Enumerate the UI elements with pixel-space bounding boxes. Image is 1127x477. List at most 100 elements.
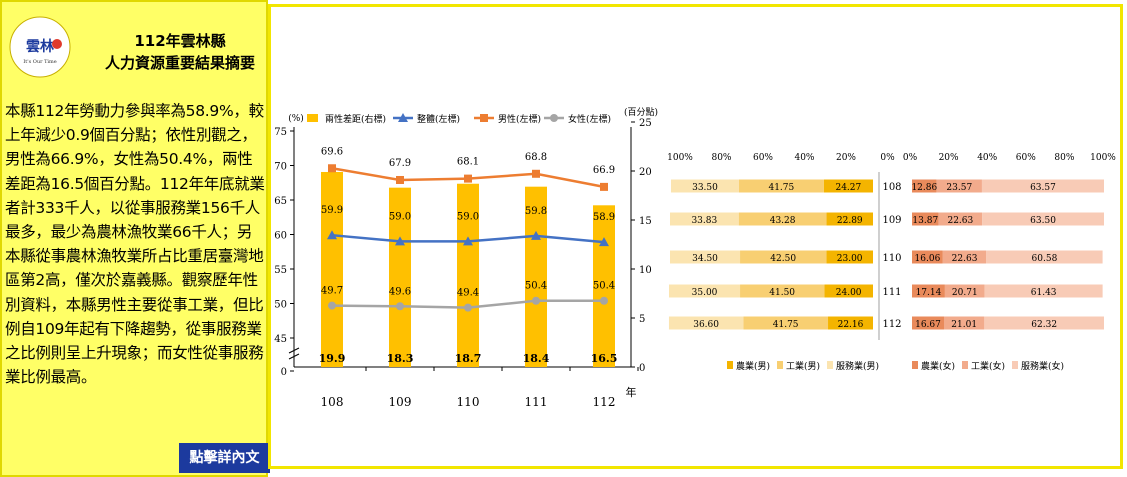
gap-bar — [593, 205, 615, 367]
gap-bar — [525, 186, 547, 367]
female-industry-bar — [936, 179, 982, 193]
female-industry-bar-label: 22.63 — [947, 216, 973, 226]
line-marker — [600, 296, 608, 305]
male-axis-tick: 100% — [667, 153, 693, 163]
male-industry-bar — [740, 284, 825, 298]
male-industry-bar — [740, 250, 827, 264]
legend-label: 服務業(女) — [1021, 360, 1064, 372]
right-tick-label: 15 — [639, 216, 652, 227]
legend-label: 女性(左標) — [568, 113, 611, 125]
female-industry-bar-label: 20.71 — [952, 288, 978, 298]
legend-marker — [398, 113, 408, 122]
row-year-label: 111 — [882, 287, 901, 298]
female-axis-tick: 80% — [1054, 153, 1074, 163]
line-marker — [531, 230, 541, 240]
male-service-bar — [670, 212, 739, 226]
female-industry-bar-label: 21.01 — [951, 320, 977, 330]
legend-label: 整體(左標) — [417, 113, 460, 125]
female-agri-bar — [912, 212, 939, 226]
left-tick-label: 60 — [274, 231, 287, 242]
male-axis-tick: 20% — [836, 153, 856, 163]
line-data-label: 50.4 — [525, 281, 547, 292]
female-agri-bar-label: 12.86 — [911, 183, 937, 193]
row-year-label: 109 — [882, 215, 901, 226]
line-marker — [328, 164, 336, 173]
male-service-bar — [668, 284, 741, 298]
title-line-1: 112年雲林縣 — [134, 32, 226, 50]
female-agri-bar — [912, 250, 943, 264]
x-unit-label: 年 — [626, 385, 637, 399]
line-marker — [395, 236, 405, 246]
female-service-bar — [984, 284, 1103, 298]
legend-swatch — [827, 361, 833, 369]
line-marker — [328, 301, 336, 310]
left-tick-label: 70 — [274, 162, 287, 173]
svg-text:雲林: 雲林 — [26, 38, 54, 55]
female-service-bar-label: 63.50 — [1030, 216, 1056, 226]
female-industry-bar — [938, 212, 983, 226]
legend-swatch — [1012, 361, 1018, 369]
line-marker — [532, 296, 540, 305]
line-data-label: 59.9 — [321, 205, 343, 216]
female-axis-tick: 40% — [977, 153, 997, 163]
left-tick-label: 0 — [281, 367, 287, 378]
female-service-bar-label: 63.57 — [1030, 183, 1056, 193]
line-data-label: 49.4 — [457, 288, 479, 299]
right-tick-label: 25 — [639, 118, 652, 129]
gap-bar-label: 18.4 — [523, 352, 550, 365]
legend-swatch — [912, 361, 918, 369]
male-industry-bar — [743, 316, 829, 330]
line-marker — [327, 230, 337, 240]
female-industry-bar — [944, 284, 985, 298]
legend-label: 工業(女) — [971, 360, 1005, 372]
line-data-label: 67.9 — [389, 158, 411, 169]
legend-marker — [550, 114, 558, 122]
male-agri-bar — [826, 212, 873, 226]
right-tick-label: 10 — [639, 265, 652, 276]
gap-bar — [389, 187, 411, 367]
legend-label: 男性(左標) — [498, 113, 541, 125]
line-data-label: 68.1 — [457, 157, 479, 168]
read-more-button[interactable]: 點擊詳內文 — [179, 443, 270, 473]
x-tick-label: 110 — [457, 395, 480, 409]
female-agri-bar-label: 13.87 — [912, 216, 938, 226]
right-tick-label: 20 — [639, 167, 652, 178]
line-data-label: 58.9 — [593, 212, 615, 223]
male-axis-tick: 80% — [711, 153, 731, 163]
male-service-bar — [670, 250, 741, 264]
legend-swatch — [727, 361, 733, 369]
line-data-label: 69.6 — [321, 146, 343, 157]
female-industry-bar-label: 23.57 — [946, 183, 972, 193]
charts-frame: 75 70 65 60 55 50 45 0 25 20 15 10 5 0 (%) (百分點) 108 109 1… — [268, 4, 1123, 469]
line-marker — [396, 302, 404, 311]
x-tick-label: 108 — [321, 395, 344, 409]
male-agri-bar-label: 24.27 — [835, 183, 861, 193]
female-service-bar — [986, 250, 1103, 264]
line-data-label: 50.4 — [593, 281, 615, 292]
line-marker — [464, 303, 472, 312]
male-service-bar-label: 33.50 — [692, 183, 718, 193]
left-tick-label: 55 — [274, 265, 287, 276]
summary-text: 本縣112年勞動力參與率為58.9%，較上年減少0.9個百分點；依性別觀之，男性… — [5, 102, 265, 387]
female-service-bar-label: 62.32 — [1031, 320, 1057, 330]
female-industry-bar-label: 22.63 — [952, 254, 978, 264]
x-tick-label: 112 — [593, 395, 616, 409]
female-service-bar — [984, 316, 1104, 330]
line-data-label: 68.8 — [525, 152, 547, 163]
male-industry-bar-label: 41.75 — [773, 320, 799, 330]
female-axis-tick: 60% — [1016, 153, 1036, 163]
male-industry-bar — [738, 212, 827, 226]
female-agri-bar — [912, 284, 945, 298]
female-agri-bar — [912, 316, 945, 330]
line-data-label: 66.9 — [593, 165, 615, 176]
male-axis-tick: 40% — [794, 153, 814, 163]
female-agri-bar-label: 16.06 — [915, 254, 941, 264]
line-marker — [600, 182, 608, 191]
female-service-bar-label: 61.43 — [1031, 288, 1057, 298]
female-service-bar — [981, 179, 1104, 193]
row-year-label: 110 — [882, 253, 901, 264]
page-title: 112年雲林縣 人力資源重要結果摘要 — [98, 30, 262, 74]
title-line-2: 人力資源重要結果摘要 — [104, 54, 255, 72]
legend-label: 農業(男) — [736, 360, 770, 372]
male-agri-bar-label: 24.00 — [836, 288, 862, 298]
